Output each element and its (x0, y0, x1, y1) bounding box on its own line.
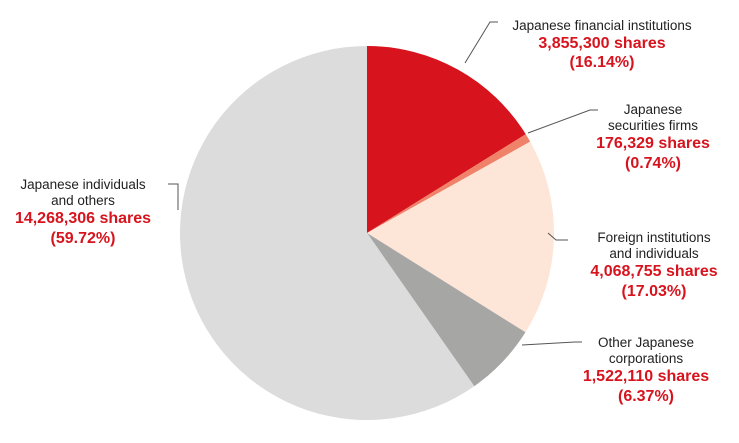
slice-percent: (16.14%) (569, 54, 635, 72)
label-japanese-individuals: Japanese individuals and others 14,268,3… (4, 177, 162, 248)
leader-line (547, 232, 568, 241)
label-japanese-securities-firms: Japanese securities firms 176,329 shares… (578, 102, 728, 173)
slice-name-line2: securities firms (607, 118, 698, 134)
slice-shares: 14,268,306 shares (14, 210, 152, 228)
slice-name: Other Japanese (597, 335, 695, 350)
slice-name: Foreign institutions (597, 230, 711, 245)
slice-shares: 1,522,110 shares (582, 368, 710, 386)
leader-line (168, 183, 179, 210)
slice-percent: (6.37%) (617, 387, 675, 405)
slice-other-japanese-corporations (367, 233, 526, 387)
leader-line (521, 341, 582, 346)
slice-japanese-financial-institutions (367, 46, 526, 233)
slice-name-line2: and individuals (609, 246, 699, 262)
slice-name: Japanese financial institutions (512, 18, 692, 33)
leader-line (464, 21, 498, 64)
slice-shares: 3,855,300 shares (538, 35, 666, 53)
slice-foreign-institutions (367, 141, 555, 333)
slice-name-line2: corporations (608, 351, 684, 367)
slice-japanese-securities-firms (367, 134, 531, 233)
slice-percent: (17.03%) (621, 282, 687, 300)
slice-name: Japanese individuals (20, 177, 146, 192)
slice-japanese-individuals (180, 46, 475, 420)
label-foreign-institutions: Foreign institutions and individuals 4,0… (570, 230, 738, 301)
leader-line (527, 109, 598, 134)
slice-shares: 4,068,755 shares (590, 263, 718, 281)
label-japanese-financial-institutions: Japanese financial institutions 3,855,30… (472, 18, 732, 73)
label-other-japanese-corporations: Other Japanese corporations 1,522,110 sh… (566, 335, 726, 406)
slice-name: Japanese (623, 102, 683, 117)
slice-shares: 176,329 shares (596, 135, 710, 153)
slice-percent: (0.74%) (624, 154, 682, 172)
slice-percent: (59.72%) (50, 229, 116, 247)
slice-name-line2: and others (51, 193, 115, 209)
